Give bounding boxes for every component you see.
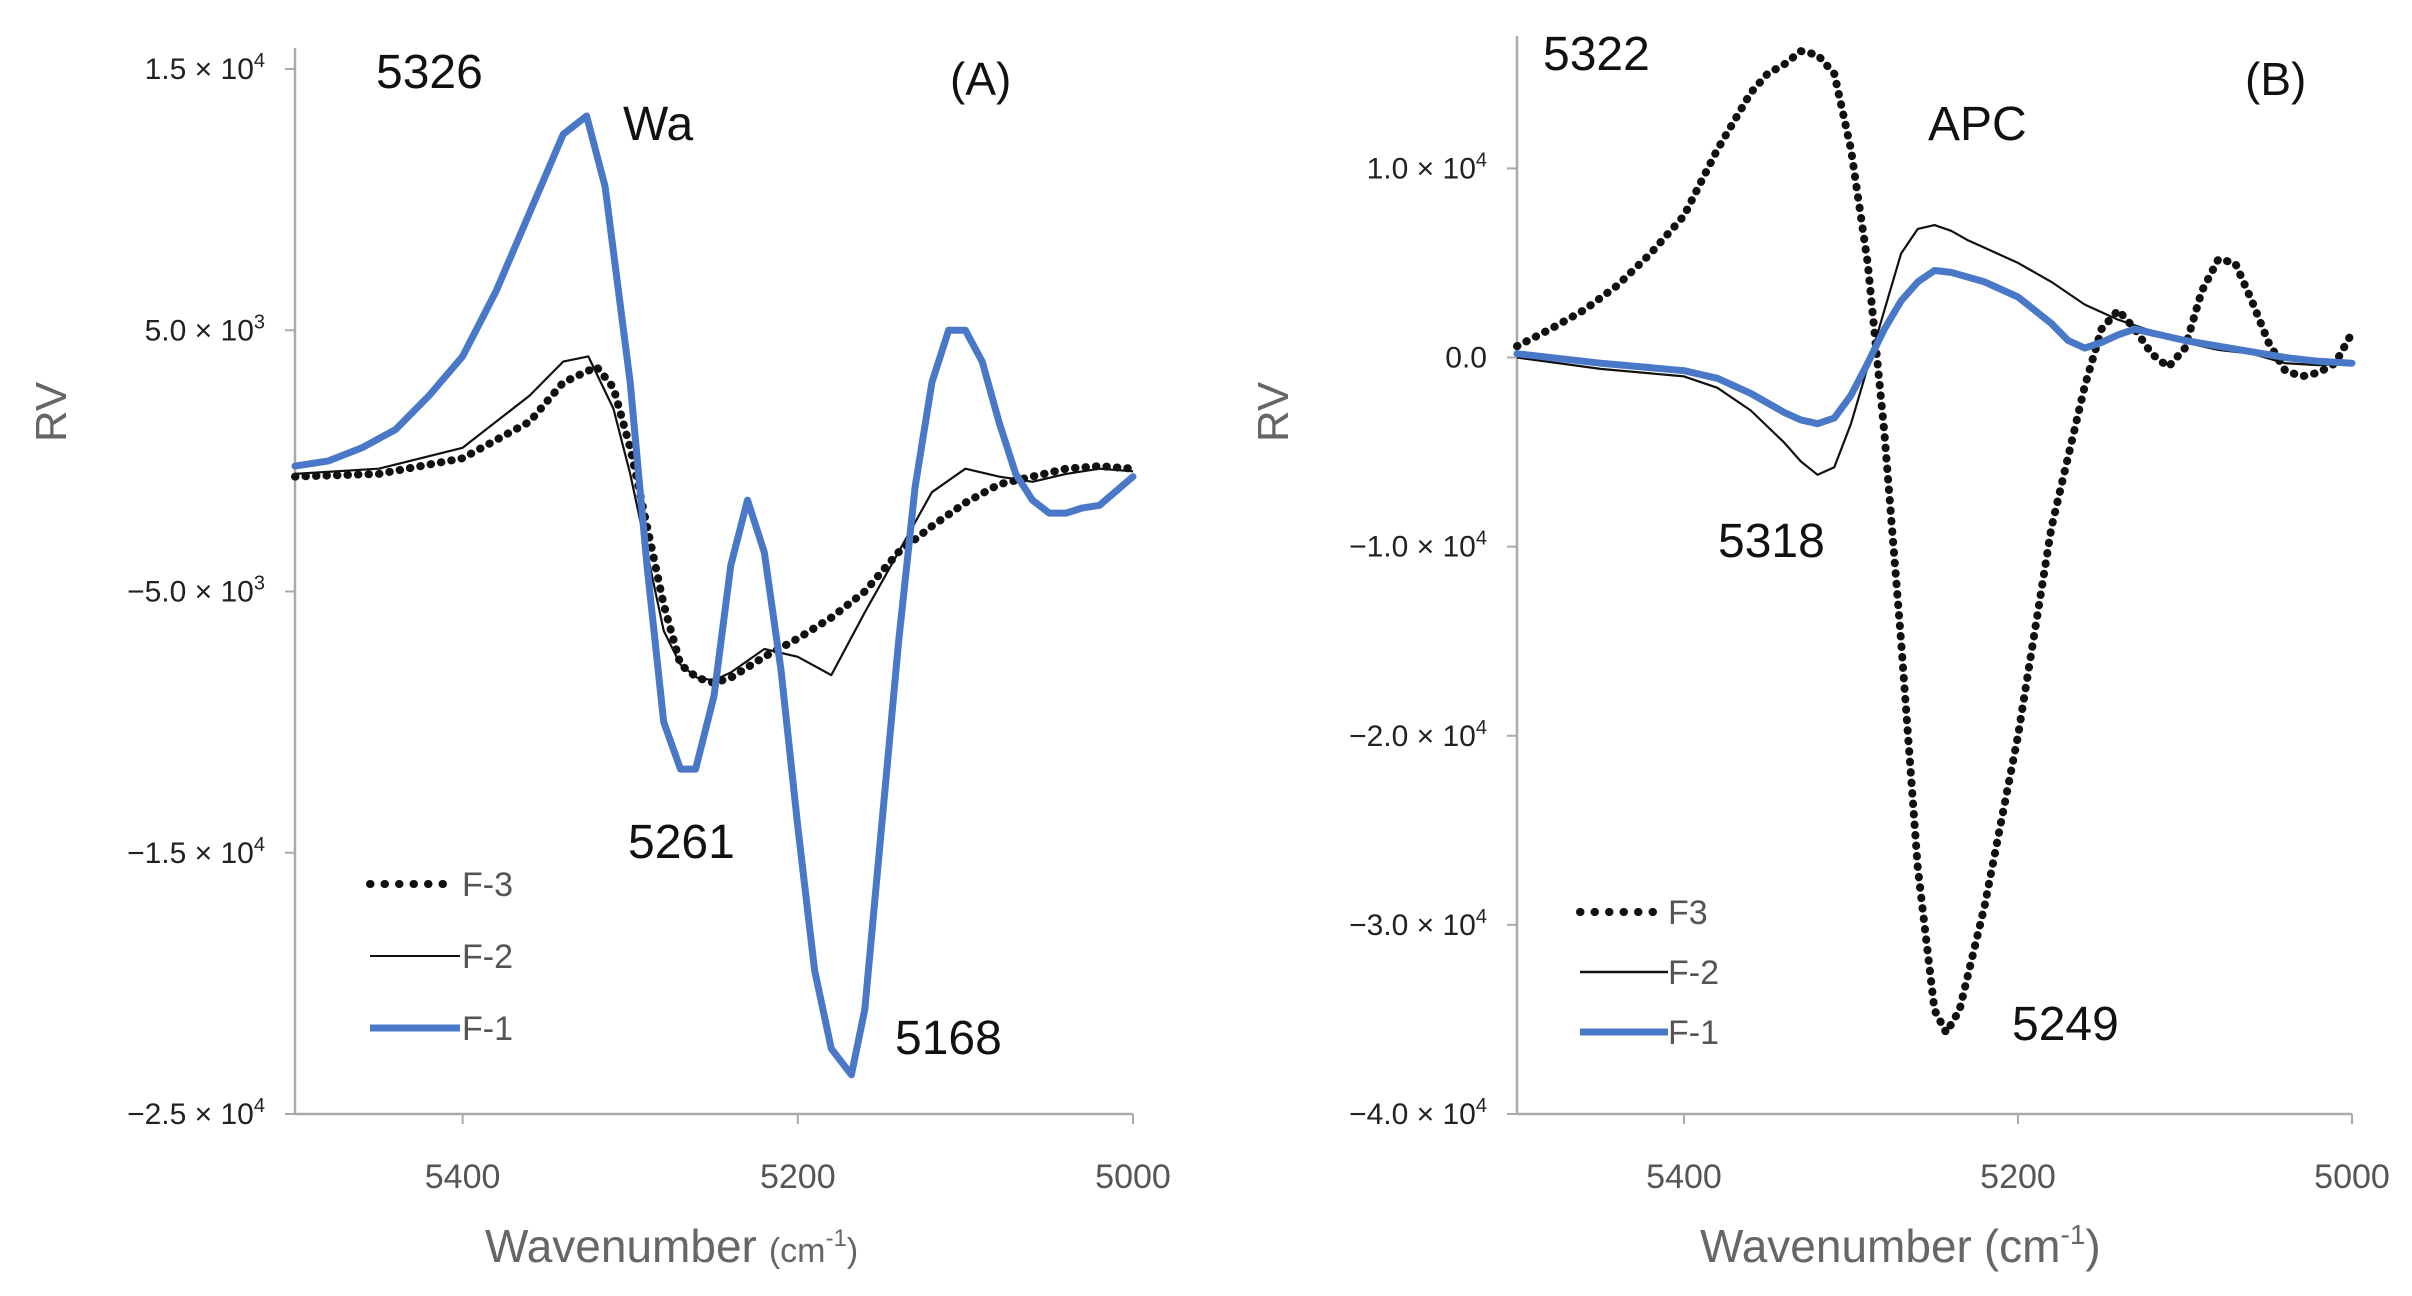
panel-a-x-label-main: Wavenumber — [485, 1220, 757, 1272]
peak-label-5322: 5322 — [1543, 28, 1650, 81]
panel-b-x-label-sup: -1 — [2061, 1219, 2086, 1250]
panel-b-y-tick-label: −2.0 × 104 — [1349, 717, 1487, 753]
panel-a-y-tick-label: 1.5 × 104 — [145, 50, 265, 86]
series-line-f3 — [1513, 47, 2356, 1037]
panel-b-x-tick-label: 5400 — [1646, 1158, 1722, 1196]
panel-b-y-label: RV — [1249, 381, 1298, 442]
panel-a-x-ticks: 5400 5200 5000 — [425, 1114, 1171, 1196]
series-line-f-1 — [1513, 267, 2356, 428]
panel-a-x-label: Wavenumber (cm-1) — [485, 1220, 858, 1272]
panel-b-x-tick-label: 5200 — [1980, 1158, 2056, 1196]
panel-b-annotations: 5322 5318 5249 — [1543, 28, 2119, 1051]
series-line-f-3 — [291, 362, 1137, 687]
panel-a-y-tick-label: 5.0 × 103 — [145, 311, 265, 347]
panel-a-annotations: 5326 5261 5168 — [376, 46, 1002, 1065]
panel-b-y-tick-label: −4.0 × 104 — [1349, 1095, 1487, 1131]
peak-label-5168: 5168 — [895, 1012, 1002, 1065]
panel-b-y-tick-label: 1.0 × 104 — [1367, 149, 1487, 185]
panel-b-legend: F3 F-2 F-1 — [1576, 894, 1719, 1052]
panel-b-x-tick-label: 5000 — [2314, 1158, 2390, 1196]
panel-a-x-label-sup: -1 — [826, 1225, 847, 1252]
panel-b-x-label: Wavenumber (cm-1) — [1700, 1219, 2101, 1272]
panel-a-x-tick-label: 5200 — [760, 1158, 836, 1196]
panel-a-legend-label-f1: F-1 — [462, 1010, 513, 1048]
panel-b-y-tick-label: −3.0 × 104 — [1349, 906, 1487, 942]
panel-b-sample-label: APC — [1928, 98, 2027, 151]
series-line-f-2 — [294, 355, 1134, 682]
panel-b-x-label-unit: (cm — [1984, 1220, 2061, 1272]
panel-b-x-ticks: 5400 5200 5000 — [1646, 1114, 2390, 1196]
panel-a-x-tick-label: 5000 — [1095, 1158, 1171, 1196]
peak-label-5249: 5249 — [2012, 998, 2119, 1051]
panel-b-legend-label-f3: F3 — [1668, 894, 1708, 932]
panel-a-y-ticks: 1.5 × 104 5.0 × 103 −5.0 × 103 −1.5 × 104 −2… — [127, 50, 295, 1131]
panel-b-y-tick-label: 0.0 — [1445, 342, 1487, 375]
series-line-f-1 — [291, 112, 1137, 1079]
panel-a-legend-label-f2: F-2 — [462, 938, 513, 976]
panel-b-letter: (B) — [2245, 53, 2306, 105]
panel-a-x-tick-label: 5400 — [425, 1158, 501, 1196]
panel-a-y-tick-label: −5.0 × 103 — [127, 573, 265, 609]
panel-b-x-label-close: ) — [2085, 1220, 2100, 1272]
panel-b-series — [1513, 47, 2356, 1037]
panel-a-legend-label-f3: F-3 — [462, 866, 513, 904]
panel-a-x-label-unit: (cm — [769, 1232, 826, 1270]
peak-label-5326: 5326 — [376, 46, 483, 99]
panel-a-sample-label: Wa — [623, 98, 694, 151]
panel-a-x-label-close: ) — [847, 1232, 858, 1270]
panel-b-legend-label-f1: F-1 — [1668, 1014, 1719, 1052]
panel-b-x-label-main: Wavenumber — [1700, 1220, 1972, 1272]
panel-a-y-label: RV — [27, 381, 76, 442]
panel-a-legend: F-3 F-2 F-1 — [366, 866, 513, 1048]
panel-b: 1.0 × 104 0.0 −1.0 × 104 −2.0 × 104 −3.0 × 1… — [1249, 28, 2390, 1272]
peak-label-5318: 5318 — [1718, 515, 1825, 568]
panel-a-letter: (A) — [950, 53, 1011, 105]
panel-b-y-ticks: 1.0 × 104 0.0 −1.0 × 104 −2.0 × 104 −3.0 × 1… — [1349, 149, 1517, 1131]
panel-a: 1.5 × 104 5.0 × 103 −5.0 × 103 −1.5 × 104 −2… — [27, 46, 1171, 1272]
panel-a-series — [291, 112, 1137, 1079]
peak-label-5261: 5261 — [628, 816, 735, 869]
panel-a-y-tick-label: −1.5 × 104 — [127, 834, 265, 870]
panel-b-y-tick-label: −1.0 × 104 — [1349, 528, 1487, 564]
panel-a-y-tick-label: −2.5 × 104 — [127, 1095, 265, 1131]
panel-b-legend-label-f2: F-2 — [1668, 954, 1719, 992]
